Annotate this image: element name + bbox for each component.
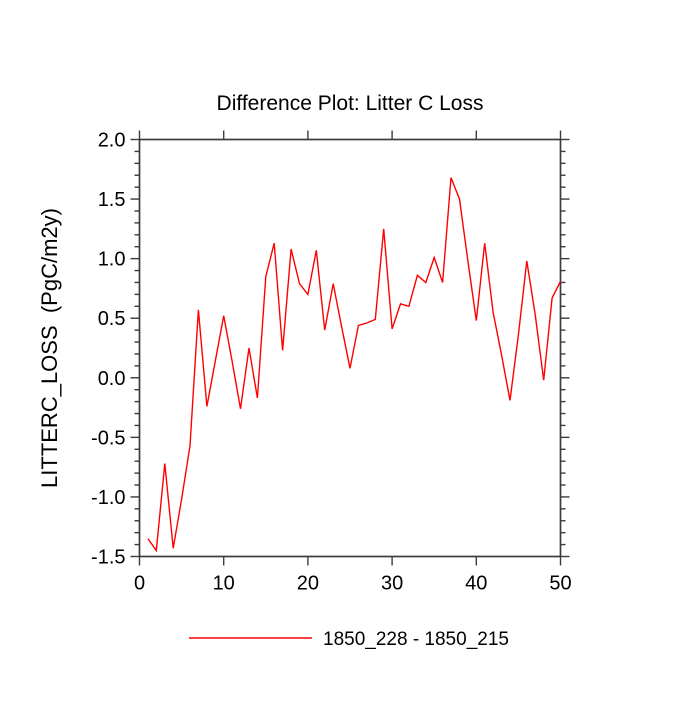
x-tick-label: 40 bbox=[465, 573, 487, 595]
x-tick-label: 20 bbox=[297, 573, 319, 595]
legend-label: 1850_228 - 1850_215 bbox=[323, 629, 509, 650]
x-tick-label: 30 bbox=[381, 573, 403, 595]
y-tick-label: 2.0 bbox=[98, 130, 126, 152]
chart-title: Difference Plot: Litter C Loss bbox=[217, 92, 484, 115]
y-tick-label: -1.5 bbox=[91, 547, 125, 569]
y-tick-label: -1.0 bbox=[91, 487, 125, 509]
x-tick-label: 10 bbox=[213, 573, 235, 595]
y-tick-label: -0.5 bbox=[91, 427, 125, 449]
x-tick-label: 50 bbox=[549, 573, 571, 595]
plot-area: 0 10 20 30 40 50 -1.5 -1.0 -0.5 0.0 0.5 1.0 1.5 2.0 bbox=[91, 130, 572, 595]
data-series-line bbox=[147, 177, 562, 553]
legend: 1850_228 - 1850_215 bbox=[189, 629, 509, 650]
x-tick-label: 0 bbox=[134, 573, 145, 595]
y-tick-label: 1.5 bbox=[98, 189, 126, 211]
y-axis-title: LITTERC_LOSS (PgC/m2y) bbox=[37, 208, 62, 488]
plot-frame bbox=[138, 138, 562, 558]
y-tick-label: 0.0 bbox=[98, 368, 126, 390]
y-tick-label: 1.0 bbox=[98, 249, 126, 271]
y-tick-label: 0.5 bbox=[98, 308, 126, 330]
